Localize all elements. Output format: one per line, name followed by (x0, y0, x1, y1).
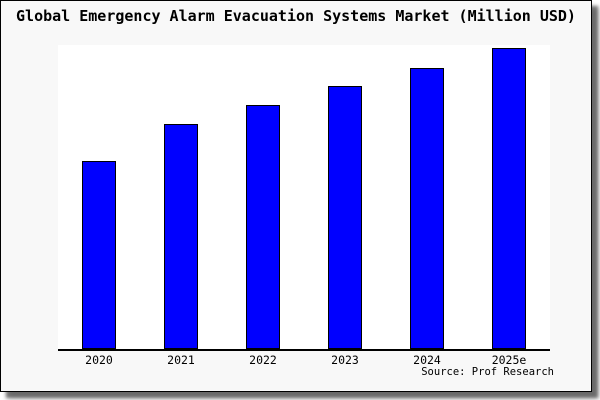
x-tick-2025e: 2025e (491, 353, 527, 367)
bar-2022 (246, 105, 280, 349)
source-note: Source: Prof Research (421, 366, 554, 378)
x-axis-labels: 2020 2021 2022 2023 2024 2025e (58, 354, 550, 368)
bar-2023 (328, 86, 362, 349)
chart-title: Global Emergency Alarm Evacuation System… (16, 7, 576, 25)
bar-2024 (410, 68, 444, 349)
figure-box: Global Emergency Alarm Evacuation System… (0, 0, 592, 392)
plot-area (58, 45, 550, 351)
x-tick-2020: 2020 (85, 353, 113, 367)
x-tick-2024: 2024 (413, 353, 441, 367)
bar-2021 (164, 124, 198, 349)
x-tick-2022: 2022 (249, 353, 277, 367)
bar-2025e (492, 48, 526, 349)
bar-2020 (82, 161, 116, 349)
x-tick-2023: 2023 (331, 353, 359, 367)
x-tick-2021: 2021 (167, 353, 195, 367)
